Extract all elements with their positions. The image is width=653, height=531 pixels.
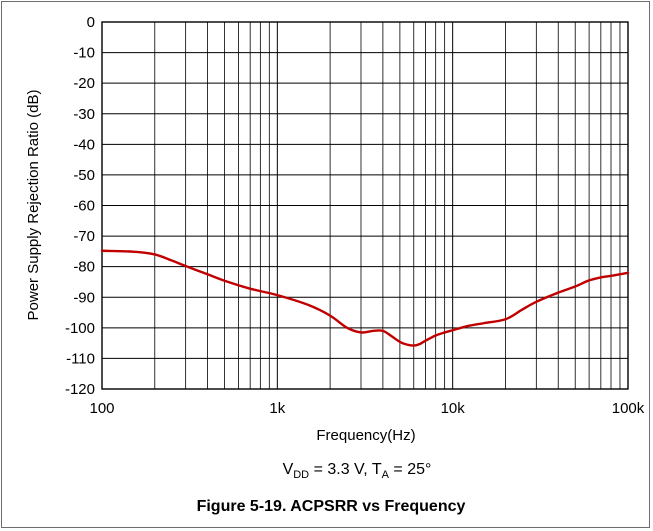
series-line-psrr xyxy=(100,249,630,347)
y-tick-label: -40 xyxy=(73,136,95,153)
y-tick-label: -110 xyxy=(66,350,95,367)
x-axis-label: Frequency(Hz) xyxy=(316,427,415,444)
cond-t-sub: A xyxy=(382,469,390,481)
cond-v-value: = 3.3 V, xyxy=(309,461,372,478)
x-tick-label: 10k xyxy=(441,400,466,417)
major-gridlines xyxy=(101,21,629,390)
y-tick-label: 0 xyxy=(87,14,95,31)
cond-v-symbol: V xyxy=(283,461,294,478)
test-conditions: VDD = 3.3 V, TA = 25° xyxy=(283,461,432,481)
y-tick-label: -100 xyxy=(65,320,95,337)
y-axis-label: Power Supply Rejection Ratio (dB) xyxy=(25,90,42,321)
y-tick-label: -10 xyxy=(73,45,95,62)
x-tick-labels: 100 1k 10k 100k xyxy=(89,400,644,417)
y-tick-label: -20 xyxy=(73,75,95,92)
y-tick-label: -80 xyxy=(73,259,95,276)
cond-t-symbol: T xyxy=(372,461,382,478)
plot-area xyxy=(101,21,629,390)
cond-v-sub: DD xyxy=(293,469,309,481)
y-tick-label: -70 xyxy=(73,228,95,245)
y-tick-label: -120 xyxy=(65,381,95,398)
figure-caption: Figure 5-19. ACPSRR vs Frequency xyxy=(197,498,466,515)
x-tick-label: 100 xyxy=(89,400,114,417)
y-tick-label: -50 xyxy=(73,167,95,184)
cond-t-value: = 25° xyxy=(389,461,431,478)
x-tick-label: 100k xyxy=(612,400,645,417)
y-tick-label: -90 xyxy=(73,289,95,306)
y-tick-label: -60 xyxy=(73,198,95,215)
x-tick-label: 1k xyxy=(269,400,285,417)
y-tick-label: -30 xyxy=(73,106,95,123)
y-tick-labels: 0 -10 -20 -30 -40 -50 -60 -70 -80 -90 -100 -110 -120 xyxy=(65,14,95,398)
